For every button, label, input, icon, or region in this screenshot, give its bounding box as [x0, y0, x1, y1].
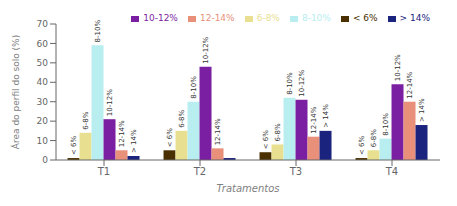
svg-text:8-10%: 8-10% — [94, 19, 102, 42]
svg-text:6-8%: 6-8% — [178, 109, 186, 127]
svg-text:8-10%: 8-10% — [382, 113, 390, 136]
html-text:10-12%: 10-12% — [143, 13, 178, 23]
svg-text:10-12%: 10-12% — [298, 69, 306, 96]
svg-text:6-8%: 6-8% — [274, 123, 282, 141]
svg-text:8-10%: 8-10% — [286, 72, 294, 95]
svg-text:70: 70 — [37, 19, 49, 29]
svg-text:12-14%: 12-14% — [406, 71, 414, 98]
svg-text:< 6%: < 6% — [166, 128, 174, 148]
svg-text:10-12%: 10-12% — [106, 89, 114, 116]
html-text:8-10%: 8-10% — [301, 13, 331, 23]
svg-text:Área do perfil do solo (%): Área do perfil do solo (%) — [10, 35, 21, 149]
svg-text:< 6%: < 6% — [70, 136, 78, 156]
html-text:6-8%: 6-8% — [256, 13, 280, 23]
svg-text:T3: T3 — [289, 166, 302, 177]
svg-text:12-14%: 12-14% — [310, 106, 318, 133]
svg-text:10: 10 — [37, 136, 49, 146]
svg-text:10-12%: 10-12% — [202, 36, 210, 63]
svg-text:< 6%: < 6% — [262, 130, 270, 150]
svg-text:10-12%: 10-12% — [394, 54, 402, 81]
svg-text:0: 0 — [42, 155, 48, 165]
svg-text:12-14%: 12-14% — [118, 120, 126, 147]
svg-text:> 14%: > 14% — [130, 129, 138, 153]
svg-text:20: 20 — [37, 116, 49, 126]
svg-text:60: 60 — [37, 39, 49, 49]
svg-text:30: 30 — [37, 97, 49, 107]
svg-text:T1: T1 — [97, 166, 110, 177]
svg-text:12-14%: 12-14% — [214, 118, 222, 145]
svg-text:50: 50 — [37, 58, 49, 68]
html-text:< 6%: < 6% — [352, 13, 378, 23]
svg-text:< 6%: < 6% — [358, 136, 366, 156]
html-text:12-14%: 12-14% — [199, 13, 235, 23]
svg-text:6-8%: 6-8% — [370, 129, 378, 147]
svg-text:8-10%: 8-10% — [190, 76, 198, 99]
svg-text:40: 40 — [37, 77, 49, 87]
svg-text:T2: T2 — [193, 166, 206, 177]
svg-text:T4: T4 — [385, 166, 398, 177]
svg-text:Tratamentos: Tratamentos — [216, 183, 279, 194]
svg-text:> 14%: > 14% — [418, 98, 426, 122]
svg-text:> 14%: > 14% — [322, 104, 330, 128]
html-text:> 14%: > 14% — [399, 13, 430, 23]
svg-text:6-8%: 6-8% — [82, 111, 90, 129]
